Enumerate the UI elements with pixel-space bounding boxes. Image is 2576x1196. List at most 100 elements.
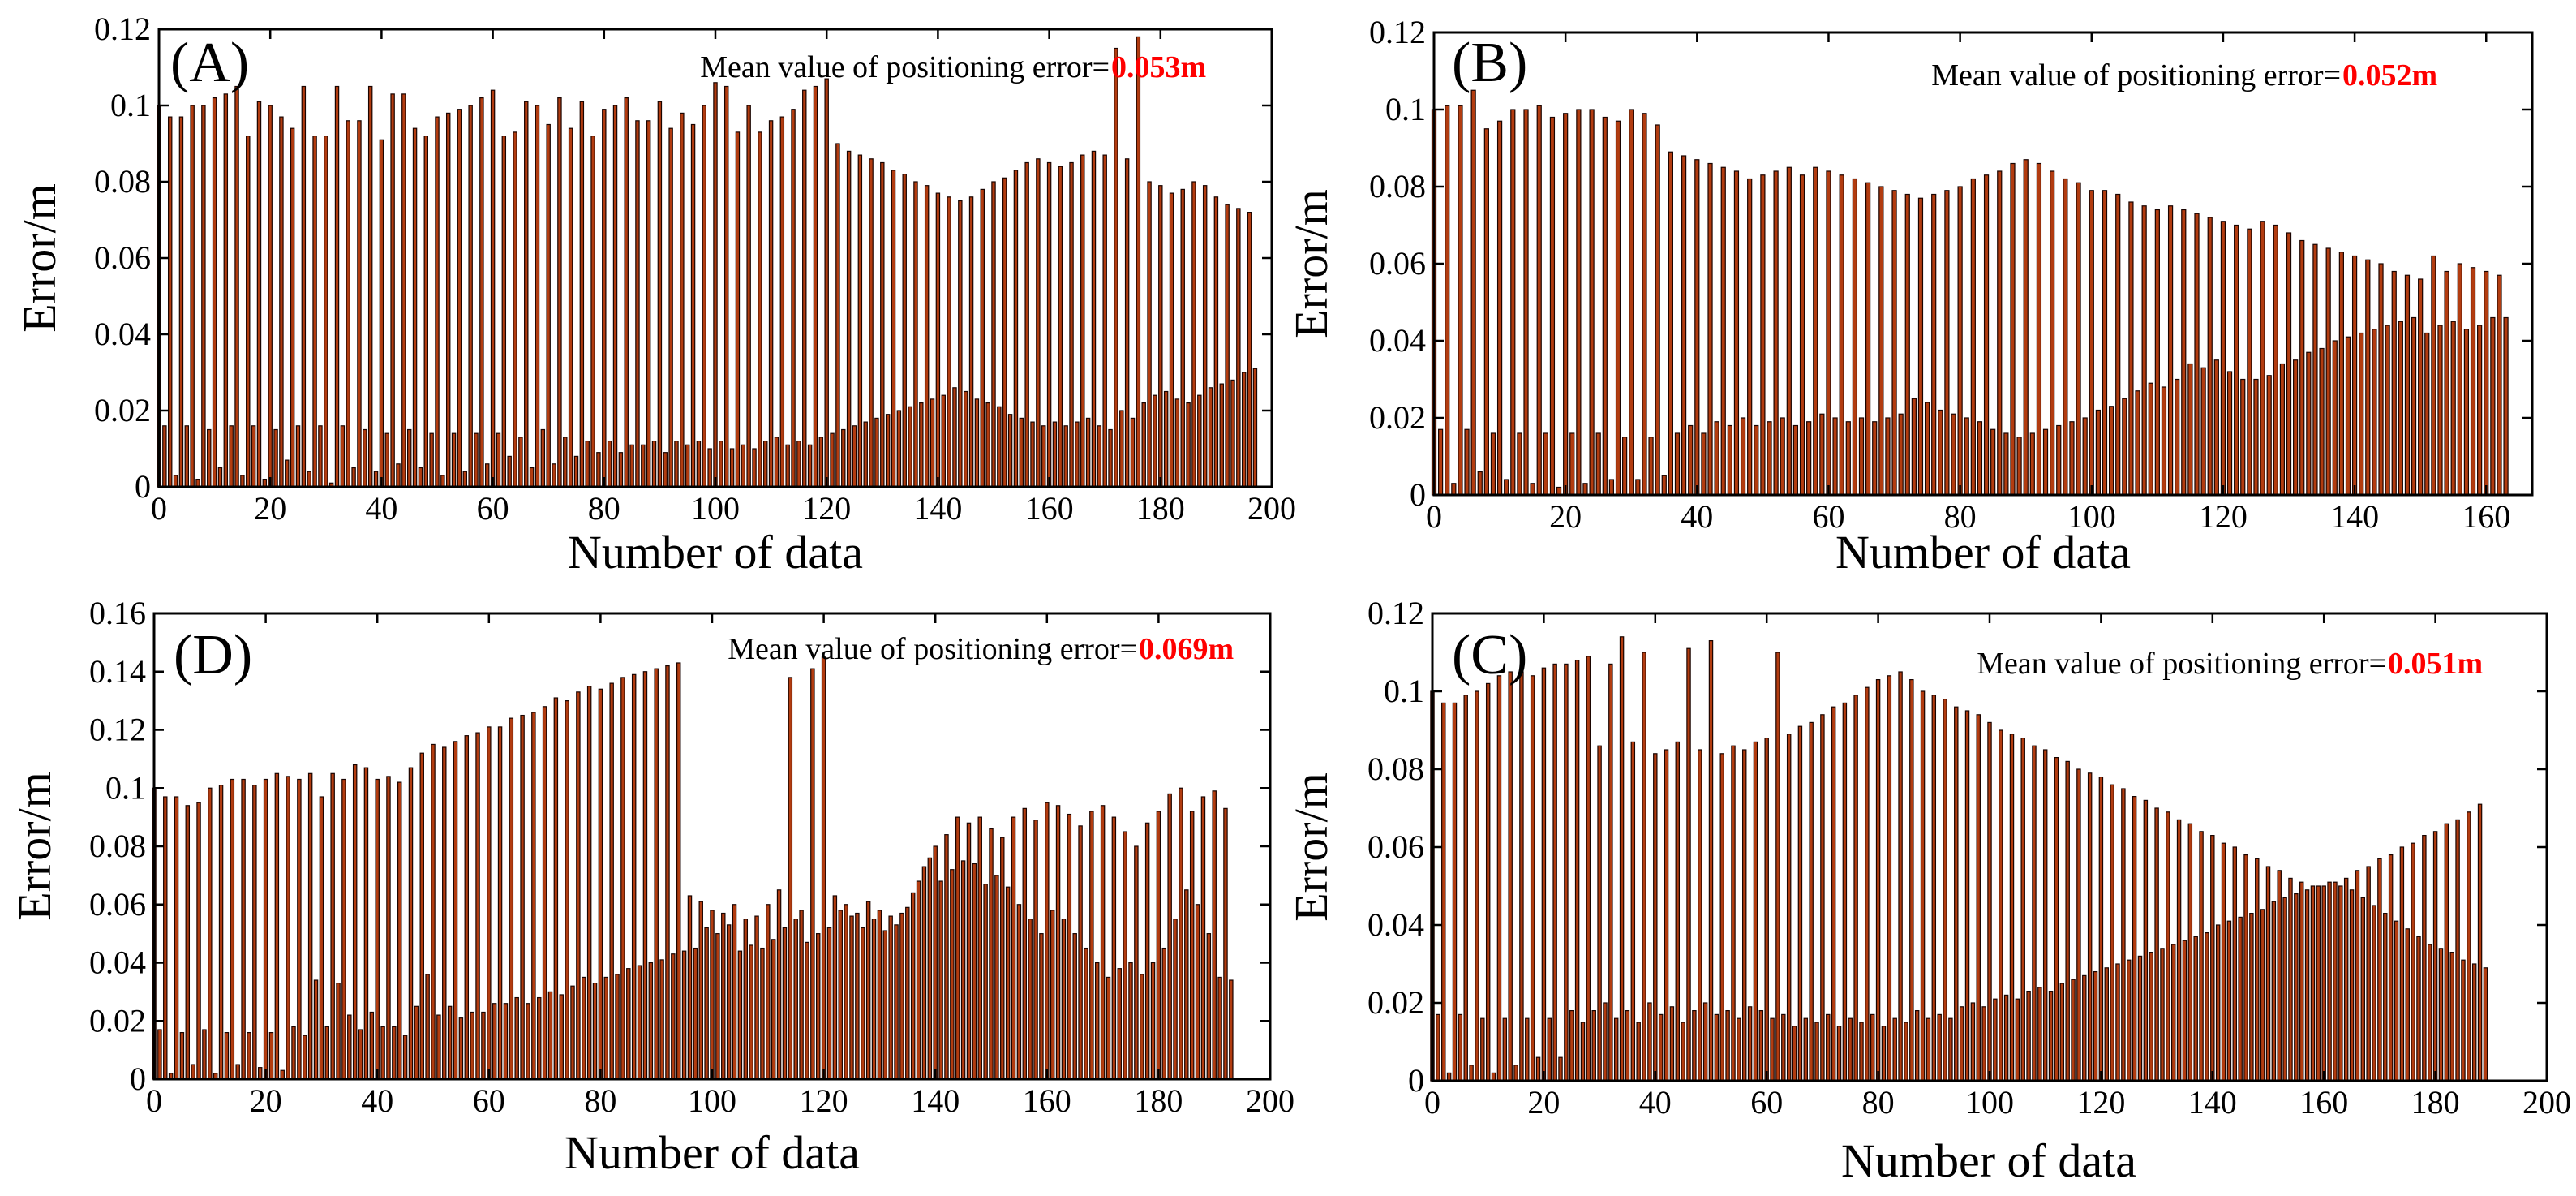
bar — [624, 97, 629, 488]
bar — [2306, 351, 2312, 496]
bar — [1496, 120, 1503, 496]
y-tick-label: 0.06 — [1369, 245, 1426, 282]
bar — [1144, 822, 1150, 1080]
y-tick-label: 0.12 — [1369, 14, 1426, 50]
bar — [2266, 375, 2272, 496]
y-axis: 0 0.02 0.04 0.06 0.08 0.1 0.12 0.14 0.16 — [89, 595, 1270, 1097]
y-tick-label: 0.1 — [1384, 673, 1424, 709]
bar — [2279, 363, 2286, 496]
bar — [190, 105, 195, 488]
bar — [2093, 970, 2098, 1082]
x-tick-label: 40 — [361, 1082, 393, 1119]
bar — [1464, 428, 1470, 496]
bar — [1792, 1026, 1797, 1082]
bar — [380, 1026, 385, 1080]
bar — [902, 174, 907, 488]
bar — [2221, 842, 2226, 1082]
bar — [2457, 263, 2462, 496]
bar — [966, 822, 972, 1080]
bar — [412, 127, 418, 488]
bar — [788, 677, 793, 1080]
bar — [1223, 807, 1228, 1080]
x-tick-label: 100 — [1965, 1084, 2014, 1121]
bar — [1661, 475, 1667, 496]
x-tick-label: 140 — [2330, 498, 2379, 535]
bar — [2461, 959, 2466, 1082]
bar — [1655, 124, 1660, 496]
bar — [927, 857, 933, 1080]
bar — [1775, 652, 1780, 1082]
bar — [830, 432, 835, 488]
bar — [735, 131, 741, 488]
x-tick-label: 20 — [1549, 498, 1582, 535]
bar — [1089, 811, 1094, 1080]
bar — [2265, 866, 2271, 1082]
bar — [547, 991, 553, 1080]
bar — [346, 120, 350, 488]
bar — [1225, 204, 1230, 488]
bar — [2193, 936, 2198, 1082]
bar — [2220, 221, 2226, 496]
bar — [938, 880, 943, 1080]
bar — [1496, 675, 1502, 1082]
bar — [401, 93, 406, 488]
bar — [1184, 889, 1189, 1080]
bar — [1852, 178, 1858, 496]
bar — [2205, 931, 2209, 1082]
bar — [1437, 428, 1444, 496]
bar — [1045, 802, 1050, 1080]
bar — [1150, 962, 1156, 1080]
bar — [1574, 659, 1580, 1082]
bar — [252, 785, 257, 1080]
bar — [570, 985, 575, 1080]
bar — [726, 924, 732, 1080]
bar — [536, 996, 542, 1080]
bar — [1747, 1006, 1753, 1082]
bar — [285, 459, 290, 488]
bar — [1041, 425, 1046, 488]
y-tick-label: 0.12 — [94, 11, 151, 47]
bar — [475, 732, 480, 1080]
bar — [274, 772, 280, 1080]
bar — [2343, 877, 2349, 1082]
bar — [307, 471, 311, 488]
bar — [732, 904, 737, 1080]
bar — [1608, 663, 1613, 1082]
bar — [445, 112, 451, 488]
bar — [2249, 912, 2254, 1082]
bar — [1780, 417, 1785, 496]
bar — [930, 398, 935, 488]
bar — [2215, 924, 2221, 1082]
bar — [565, 700, 569, 1080]
bar — [2327, 881, 2332, 1082]
bar — [375, 778, 380, 1080]
bar — [1914, 1009, 1920, 1082]
bar — [1230, 379, 1235, 488]
bar — [612, 105, 618, 488]
bar — [1898, 671, 1903, 1082]
bar — [2032, 745, 2037, 1082]
bar — [2170, 944, 2176, 1082]
bar — [1799, 174, 1805, 496]
bar — [698, 901, 703, 1080]
bar — [1247, 212, 1252, 488]
bar — [2338, 252, 2344, 496]
bar — [1970, 178, 1976, 496]
bar — [760, 947, 765, 1080]
bar — [307, 772, 313, 1080]
bar — [844, 904, 848, 1080]
x-tick-label: 40 — [1681, 498, 1713, 535]
bar — [1158, 185, 1163, 488]
bar — [657, 101, 663, 488]
bar — [2377, 858, 2382, 1082]
bar — [2166, 811, 2170, 1082]
bar — [707, 448, 712, 488]
bar — [2187, 823, 2193, 1082]
bar — [1075, 421, 1080, 488]
bar — [1708, 639, 1714, 1082]
y-axis-title: Error/m — [1285, 772, 1337, 922]
bar — [1080, 154, 1085, 488]
y-tick-label: 0.1 — [1385, 91, 1426, 127]
bar — [2319, 347, 2325, 496]
y-tick-label: 0.06 — [89, 886, 146, 923]
